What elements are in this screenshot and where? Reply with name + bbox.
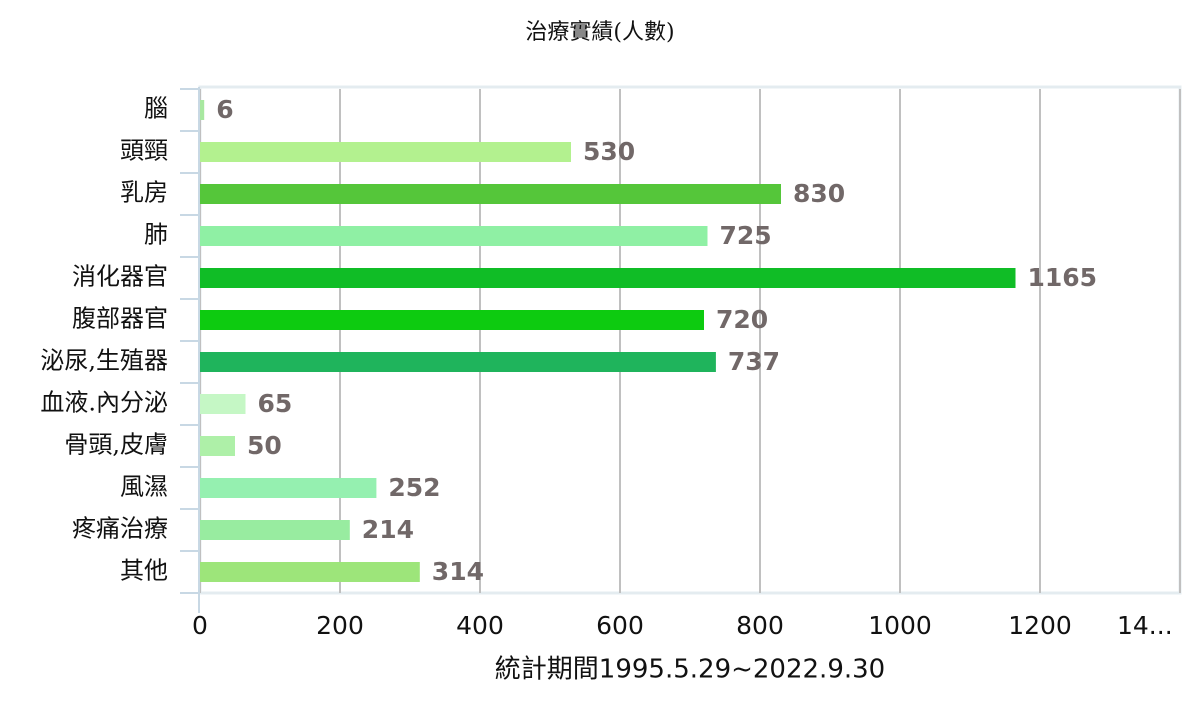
- bar: [200, 394, 246, 414]
- value-label: 737: [728, 347, 780, 376]
- value-label: 6: [216, 95, 233, 124]
- x-tick-label: 14...: [1117, 611, 1173, 640]
- y-tick-label: 腦: [144, 95, 168, 123]
- bar: [200, 436, 235, 456]
- y-tick-label: 泌尿,生殖器: [40, 347, 168, 375]
- bar: [200, 268, 1016, 288]
- y-tick-label: 疼痛治療: [72, 515, 168, 543]
- y-tick-label: 肺: [144, 221, 168, 249]
- x-tick-label: 400: [456, 611, 504, 640]
- x-tick-label: 1200: [1008, 611, 1072, 640]
- value-label: 720: [716, 305, 768, 334]
- y-tick-label: 風濕: [120, 473, 168, 501]
- chart-title: 治療實績(人數): [525, 20, 674, 45]
- y-tick-label: 血液.內分泌: [40, 389, 168, 417]
- x-tick-label: 0: [192, 611, 208, 640]
- value-label: 214: [362, 515, 414, 544]
- value-label: 530: [583, 137, 635, 166]
- bar: [200, 352, 716, 372]
- x-tick-label: 800: [736, 611, 784, 640]
- bar: [200, 100, 205, 120]
- value-label: 1165: [1028, 263, 1098, 292]
- x-tick-label: 200: [316, 611, 364, 640]
- value-label: 252: [388, 473, 440, 502]
- bar: [200, 226, 708, 246]
- bar: [200, 310, 704, 330]
- y-tick-label: 其他: [120, 557, 168, 585]
- value-label: 65: [258, 389, 293, 418]
- value-label: 725: [720, 221, 772, 250]
- y-tick-label: 乳房: [120, 179, 168, 207]
- y-tick-label: 消化器官: [72, 263, 168, 291]
- bar: [200, 562, 420, 582]
- value-label: 50: [247, 431, 282, 460]
- plot-frame: [198, 85, 1182, 595]
- bar: [200, 478, 377, 498]
- bar: [200, 520, 350, 540]
- x-axis-label: 統計期間1995.5.29~2022.9.30: [495, 655, 885, 685]
- x-tick-label: 600: [596, 611, 644, 640]
- y-tick-label: 頭頸: [120, 137, 168, 165]
- y-tick-label: 骨頭,皮膚: [64, 431, 168, 459]
- x-tick-label: 1000: [868, 611, 932, 640]
- value-label: 314: [432, 557, 484, 586]
- bar: [200, 142, 571, 162]
- y-tick-label: 腹部器官: [72, 305, 168, 333]
- value-label: 830: [793, 179, 845, 208]
- bar: [200, 184, 781, 204]
